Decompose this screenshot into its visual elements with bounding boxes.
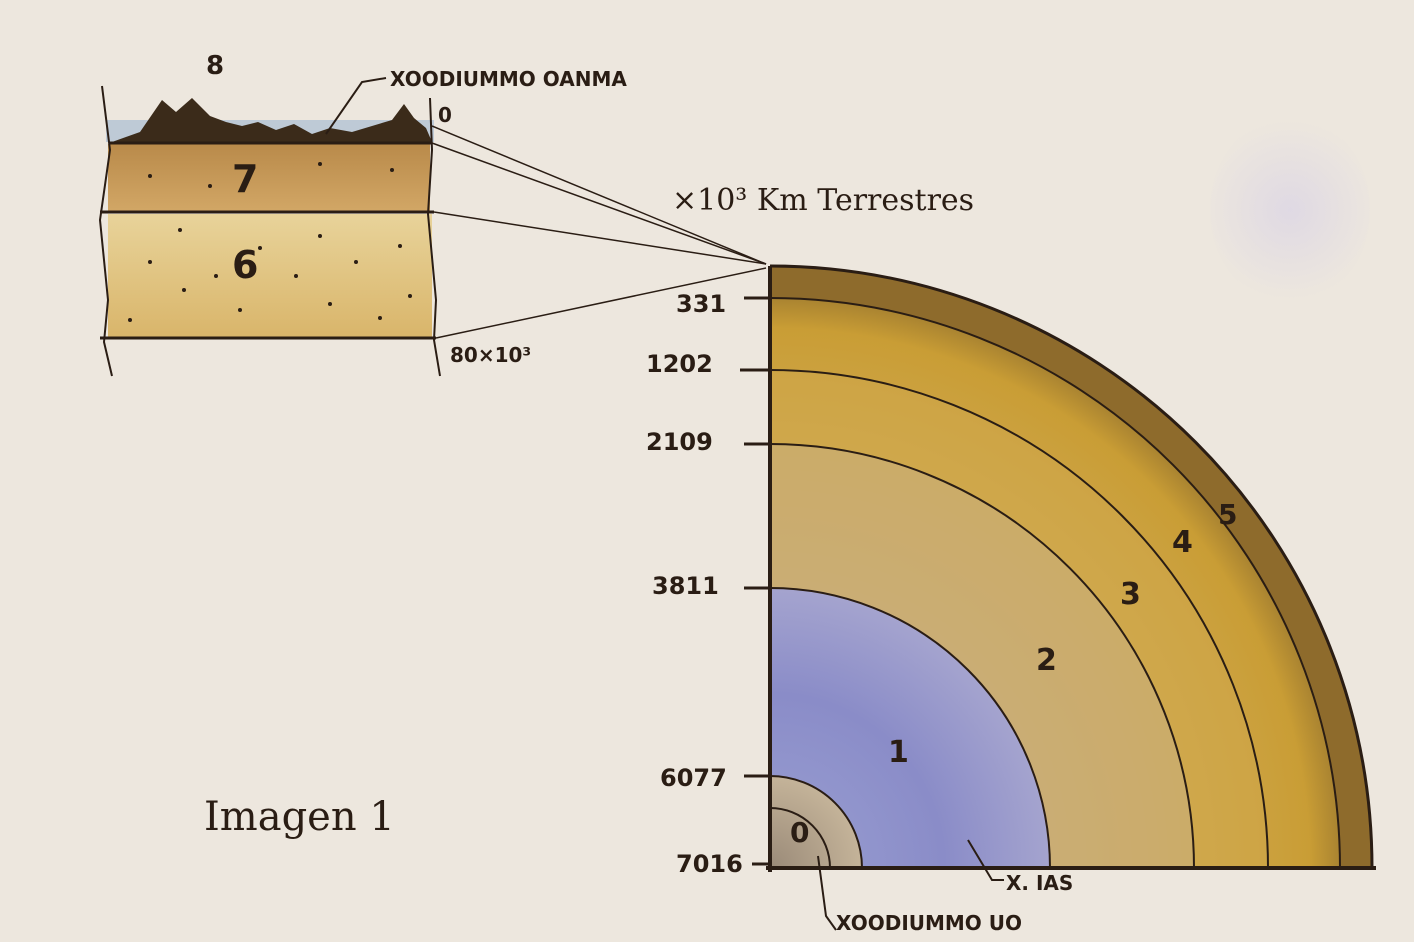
layer-label-2: 2 bbox=[1036, 643, 1057, 678]
layer-label-1: 1 bbox=[888, 735, 909, 770]
layer-1-outer-core bbox=[770, 588, 1050, 868]
label-bottom: XOODIUMMO UO bbox=[836, 911, 1022, 935]
depth-tick-marks bbox=[740, 296, 770, 866]
tick-label-1202: 1202 bbox=[646, 350, 713, 378]
leader-line-xias bbox=[967, 839, 1004, 881]
unit-header: ×10³ Km Terrestres bbox=[672, 183, 974, 218]
inset-layer-6-label: 6 bbox=[232, 243, 258, 287]
tick-label-3811: 3811 bbox=[652, 572, 719, 600]
layer-0-inner-core bbox=[770, 776, 862, 868]
inset-peak-label: 8 bbox=[206, 51, 224, 81]
inset-depth-label: 80×10³ bbox=[450, 343, 531, 367]
label-x-ias: X. IAS bbox=[1006, 871, 1073, 895]
surface-relief bbox=[112, 98, 432, 142]
tick-label-6077: 6077 bbox=[660, 764, 727, 792]
figure-caption: Imagen 1 bbox=[204, 794, 395, 840]
earth-quadrant bbox=[766, 264, 1376, 872]
layer-label-5: 5 bbox=[1218, 498, 1237, 531]
layer-label-4: 4 bbox=[1172, 525, 1193, 560]
tick-label-7016: 7016 bbox=[676, 850, 743, 878]
tick-label-2109: 2109 bbox=[646, 428, 713, 456]
faint-stamp bbox=[1210, 115, 1370, 305]
projection-lines bbox=[431, 125, 767, 339]
inset-layer-7-label: 7 bbox=[232, 157, 258, 201]
tick-label-331: 331 bbox=[676, 290, 726, 318]
inset-zero-label: 0 bbox=[438, 103, 452, 127]
layer-label-0: 0 bbox=[790, 816, 809, 849]
leader-line-bottom bbox=[817, 855, 837, 931]
crust-inset: 7 6 8 0 80×10³ XOODIUMMO OANMA bbox=[98, 51, 627, 377]
inset-surface-label: XOODIUMMO OANMA bbox=[390, 67, 627, 91]
layer-label-3: 3 bbox=[1120, 577, 1141, 612]
